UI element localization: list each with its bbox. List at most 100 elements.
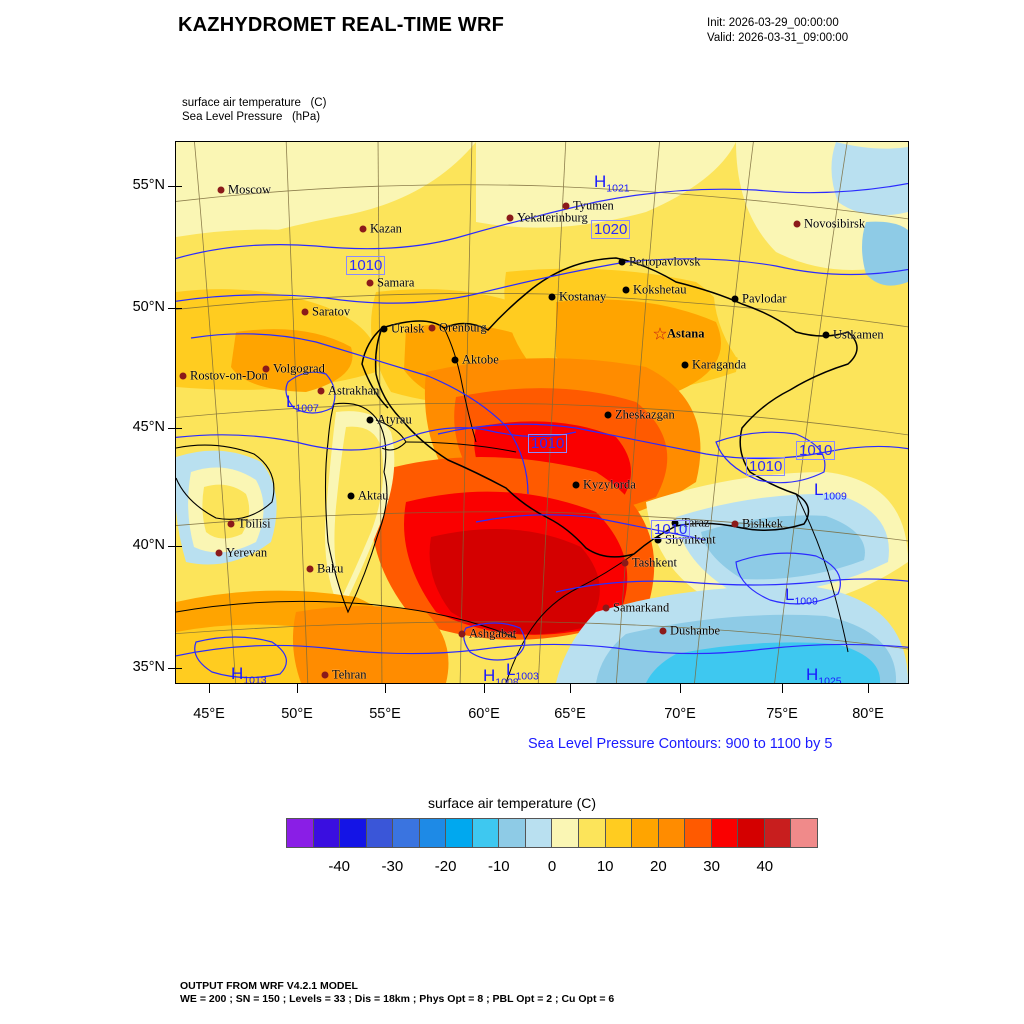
- weather-map[interactable]: Moscow Kazan Samara Saratov Volgograd Rostov-…: [175, 141, 909, 684]
- city-label: Volgograd: [273, 361, 325, 376]
- lat-tick: [168, 668, 182, 669]
- pressure-center-type: H: [483, 666, 496, 684]
- lat-label: 50°N: [132, 299, 165, 315]
- city-label: Dushanbe: [670, 623, 720, 638]
- pressure-center-type: L: [506, 660, 516, 679]
- city-marker: [301, 308, 309, 316]
- city-label: Moscow: [228, 182, 272, 197]
- isobar-label: 1010: [651, 520, 691, 539]
- footer-config: WE = 200 ; SN = 150 ; Levels = 33 ; Dis …: [180, 993, 615, 1005]
- city-marker: [731, 520, 739, 528]
- colorbar-tick: 20: [650, 858, 667, 875]
- colorbar-tick: 40: [756, 858, 774, 875]
- city-marker: [621, 559, 629, 567]
- lat-label: 35°N: [132, 659, 165, 675]
- colorbar-segment: [738, 819, 765, 847]
- city-marker: [227, 520, 235, 528]
- pressure-center: L1009: [785, 585, 818, 607]
- pressure-center-value: 1008: [495, 676, 519, 684]
- run-time-info: Init: 2026-03-29_00:00:00 Valid: 2026-03…: [707, 16, 848, 46]
- isobar-label: 1010: [346, 256, 386, 275]
- city-label: Atyrau: [377, 412, 412, 427]
- pressure-center-value: 1003: [515, 670, 539, 683]
- lon-tick: [680, 684, 681, 693]
- map-canvas: [176, 142, 908, 683]
- city-marker: [731, 295, 739, 303]
- city-label: Orenburg: [439, 320, 487, 335]
- city-label: Tashkent: [632, 555, 677, 570]
- lon-tick: [868, 684, 869, 693]
- pressure-center-value: 1007: [295, 402, 319, 415]
- pressure-center-type: L: [286, 392, 296, 411]
- pressure-center-type: H: [806, 665, 819, 684]
- colorbar-tick: 30: [703, 858, 720, 875]
- city-label: Tyumen: [573, 198, 614, 213]
- city-marker: [681, 361, 689, 369]
- page-title: KAZHYDROMET REAL-TIME WRF: [178, 14, 505, 36]
- lat-tick: [168, 546, 182, 547]
- city-label: Ustkamen: [833, 327, 884, 342]
- lon-label: 75°E: [766, 706, 798, 722]
- colorbar-segment: [366, 819, 394, 847]
- city-label: Novosibirsk: [804, 216, 866, 231]
- model-output-footer: OUTPUT FROM WRF V4.2.1 MODEL WE = 200 ; …: [180, 980, 614, 1006]
- colorbar-segment: [446, 819, 473, 847]
- city-label: Aktau: [358, 488, 389, 503]
- city-marker: [604, 411, 612, 419]
- lon-tick: [385, 684, 386, 693]
- pressure-center: H1025: [806, 665, 842, 684]
- lon-tick: [570, 684, 571, 693]
- city-marker: [428, 324, 436, 332]
- city-marker: [317, 387, 325, 395]
- colorbar-segment: [472, 819, 500, 847]
- city-marker: [659, 627, 667, 635]
- lat-label: 45°N: [132, 419, 165, 435]
- lon-tick: [297, 684, 298, 693]
- lon-label: 50°E: [281, 706, 313, 722]
- city-marker: [622, 286, 630, 294]
- city-label: Pavlodar: [742, 291, 787, 306]
- lon-label: 80°E: [852, 706, 884, 722]
- city-label: Petropavlovsk: [629, 254, 701, 269]
- subtitle-temperature: surface air temperature (C): [182, 97, 327, 109]
- city-label: Rostov-on-Don: [190, 368, 268, 383]
- colorbar-segment: [711, 819, 739, 847]
- city-label: Saratov: [312, 304, 351, 319]
- city-marker: [602, 604, 610, 612]
- colorbar[interactable]: [286, 818, 818, 848]
- city-marker: [822, 331, 830, 339]
- city-marker: [793, 220, 801, 228]
- lon-label: 70°E: [664, 706, 696, 722]
- pressure-center-type: L: [814, 480, 824, 499]
- city-label: Astrakhan: [328, 383, 380, 398]
- city-marker: [366, 279, 374, 287]
- city-label: Zheskazgan: [615, 407, 675, 422]
- lat-tick: [168, 308, 182, 309]
- city-label: Ashgabat: [469, 626, 517, 641]
- city-star-marker: ☆: [652, 324, 668, 344]
- city-label: Tbilisi: [238, 516, 271, 531]
- city-marker: [359, 225, 367, 233]
- city-marker: [506, 214, 514, 222]
- colorbar-segment: [632, 819, 659, 847]
- init-time: Init: 2026-03-29_00:00:00: [707, 17, 839, 29]
- pressure-center: H1021: [594, 172, 630, 194]
- city-marker: [654, 536, 662, 544]
- colorbar-tick: 10: [596, 858, 614, 875]
- colorbar-tick: -40: [328, 858, 351, 875]
- city-label: Shymkent: [665, 532, 716, 547]
- lat-label: 40°N: [132, 537, 165, 553]
- colorbar-segment: [605, 819, 633, 847]
- lon-label: 60°E: [468, 706, 500, 722]
- city-marker: [306, 565, 314, 573]
- city-label: Taraz: [682, 515, 710, 530]
- city-label: Aktobe: [462, 352, 499, 367]
- lat-tick: [168, 186, 182, 187]
- pressure-center-type: H: [231, 664, 244, 683]
- city-label: Samarkand: [613, 600, 670, 615]
- city-label: Bishkek: [742, 516, 783, 531]
- pressure-center-value: 1013: [243, 674, 267, 684]
- colorbar-segment: [579, 819, 606, 847]
- colorbar-tick: -10: [487, 858, 510, 875]
- field-subtitle: surface air temperature (C) Sea Level Pr…: [182, 96, 326, 124]
